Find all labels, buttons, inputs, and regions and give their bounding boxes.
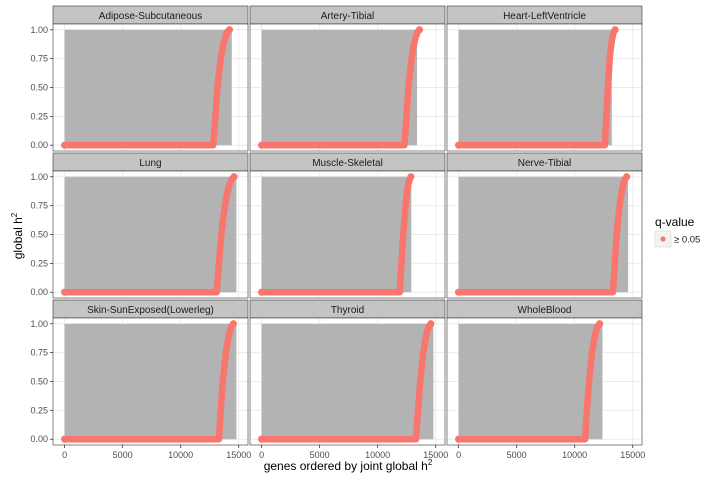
data-point <box>455 435 463 443</box>
facet-strip-label: Artery-Tibial <box>321 11 375 22</box>
facet-muscle-skeletal: Muscle-Skeletal <box>249 152 446 299</box>
data-point <box>415 26 424 34</box>
y-tick-label: 0.75 <box>30 54 48 64</box>
y-tick-label: 0.00 <box>30 287 48 297</box>
red-points-series <box>455 320 603 443</box>
data-point <box>61 288 69 296</box>
y-axis-title: global h2 <box>10 212 25 259</box>
red-points-series <box>455 173 630 296</box>
x-tick-label: 0 <box>259 450 264 460</box>
y-tick-label: 0.25 <box>30 258 48 268</box>
data-point <box>455 141 463 149</box>
x-tick-label: 5000 <box>507 450 527 460</box>
y-tick-label: 0.50 <box>30 83 48 93</box>
x-tick-label: 15000 <box>423 450 448 460</box>
data-point <box>61 141 69 149</box>
x-tick-label: 5000 <box>113 450 133 460</box>
legend-item-label: ≥ 0.05 <box>674 235 700 246</box>
panel-border <box>249 317 446 446</box>
gray-points-region <box>261 176 412 293</box>
x-tick-label: 5000 <box>310 450 330 460</box>
data-point <box>230 173 238 181</box>
facet-strip-label: Muscle-Skeletal <box>312 158 383 169</box>
x-tick-label: 10000 <box>365 450 390 460</box>
data-point <box>611 26 619 34</box>
data-point <box>61 435 69 443</box>
y-tick-label: 0.25 <box>30 405 48 415</box>
panel-border <box>446 170 643 299</box>
x-tick-label: 0 <box>456 450 461 460</box>
facet-strip-label: Adipose-Subcutaneous <box>99 11 202 22</box>
x-axis-title: genes ordered by joint global h2 <box>264 458 433 473</box>
x-tick-label: 10000 <box>168 450 193 460</box>
red-points-series <box>61 320 237 443</box>
facet-artery-tibial: Artery-Tibial <box>249 5 446 152</box>
y-tick-label: 0.00 <box>30 140 48 150</box>
y-tick-label: 0.75 <box>30 348 48 358</box>
x-tick-label: 15000 <box>620 450 645 460</box>
panel-border <box>446 23 643 152</box>
red-points-series <box>455 26 619 149</box>
panel-border <box>249 170 446 299</box>
facet-lung: Lung 0.00 0.25 0.50 0.75 1.00 <box>30 152 249 299</box>
data-point <box>225 26 234 34</box>
x-tick-label: 15000 <box>226 450 251 460</box>
x-axis-title-sup: 2 <box>428 458 433 467</box>
y-tick-label: 1.00 <box>30 319 48 329</box>
data-point <box>623 173 631 181</box>
gray-points-region <box>458 323 603 440</box>
y-axis-title-sup: 2 <box>10 212 19 217</box>
data-point <box>258 288 266 296</box>
facet-heart-leftventricle: Heart-LeftVentricle <box>446 5 643 152</box>
facet-nerve-tibial: Nerve-Tibial <box>446 152 643 299</box>
y-tick-label: 0.50 <box>30 377 48 387</box>
facet-skin-sunexposed-lowerleg-: Skin-SunExposed(Lowerleg) 0.00 0.25 0.50 0.7… <box>30 299 251 460</box>
facet-strip-label: Heart-LeftVentricle <box>503 11 586 22</box>
panel-border <box>249 23 446 152</box>
facet-strip-label: WholeBlood <box>518 305 572 316</box>
x-tick-label: 0 <box>62 450 67 460</box>
data-point <box>455 288 463 296</box>
gray-points-region <box>64 29 232 146</box>
gray-points-region <box>64 323 237 440</box>
red-points-series <box>258 320 435 443</box>
data-point <box>427 320 435 328</box>
y-tick-label: 0.00 <box>30 434 48 444</box>
y-tick-label: 1.00 <box>30 25 48 35</box>
facet-adipose-subcutaneous: Adipose-Subcutaneous 0.00 0.25 0.50 0.75 1.00 <box>30 5 249 152</box>
data-point <box>596 320 604 328</box>
x-tick-label: 10000 <box>562 450 587 460</box>
gray-points-region <box>64 176 237 293</box>
gray-points-region <box>458 29 612 146</box>
data-point <box>407 173 415 181</box>
legend: q-value ≥ 0.05 <box>654 215 700 248</box>
gray-points-region <box>261 29 418 146</box>
y-tick-label: 0.50 <box>30 230 48 240</box>
facet-strip-label: Skin-SunExposed(Lowerleg) <box>87 305 214 316</box>
legend-title: q-value <box>655 215 695 229</box>
facet-strip-label: Thyroid <box>331 305 364 316</box>
facet-strip-label: Lung <box>139 158 161 169</box>
data-point <box>258 435 266 443</box>
gray-points-region <box>458 176 629 293</box>
data-point <box>258 141 266 149</box>
facet-thyroid: Thyroid 0 5000 10000 15000 <box>249 299 448 460</box>
panel-border <box>446 317 643 446</box>
legend-key-point <box>660 236 666 242</box>
facet-wholeblood: WholeBlood 0 5000 10000 15000 <box>446 299 645 460</box>
red-points-series <box>61 173 238 296</box>
red-points-series <box>258 173 415 296</box>
y-tick-label: 0.25 <box>30 111 48 121</box>
red-points-series <box>61 26 233 149</box>
red-points-series <box>258 26 423 149</box>
y-tick-label: 1.00 <box>30 172 48 182</box>
facet-strip-label: Nerve-Tibial <box>518 158 572 169</box>
data-point <box>229 320 237 328</box>
gray-points-region <box>261 323 434 440</box>
y-tick-label: 0.75 <box>30 201 48 211</box>
